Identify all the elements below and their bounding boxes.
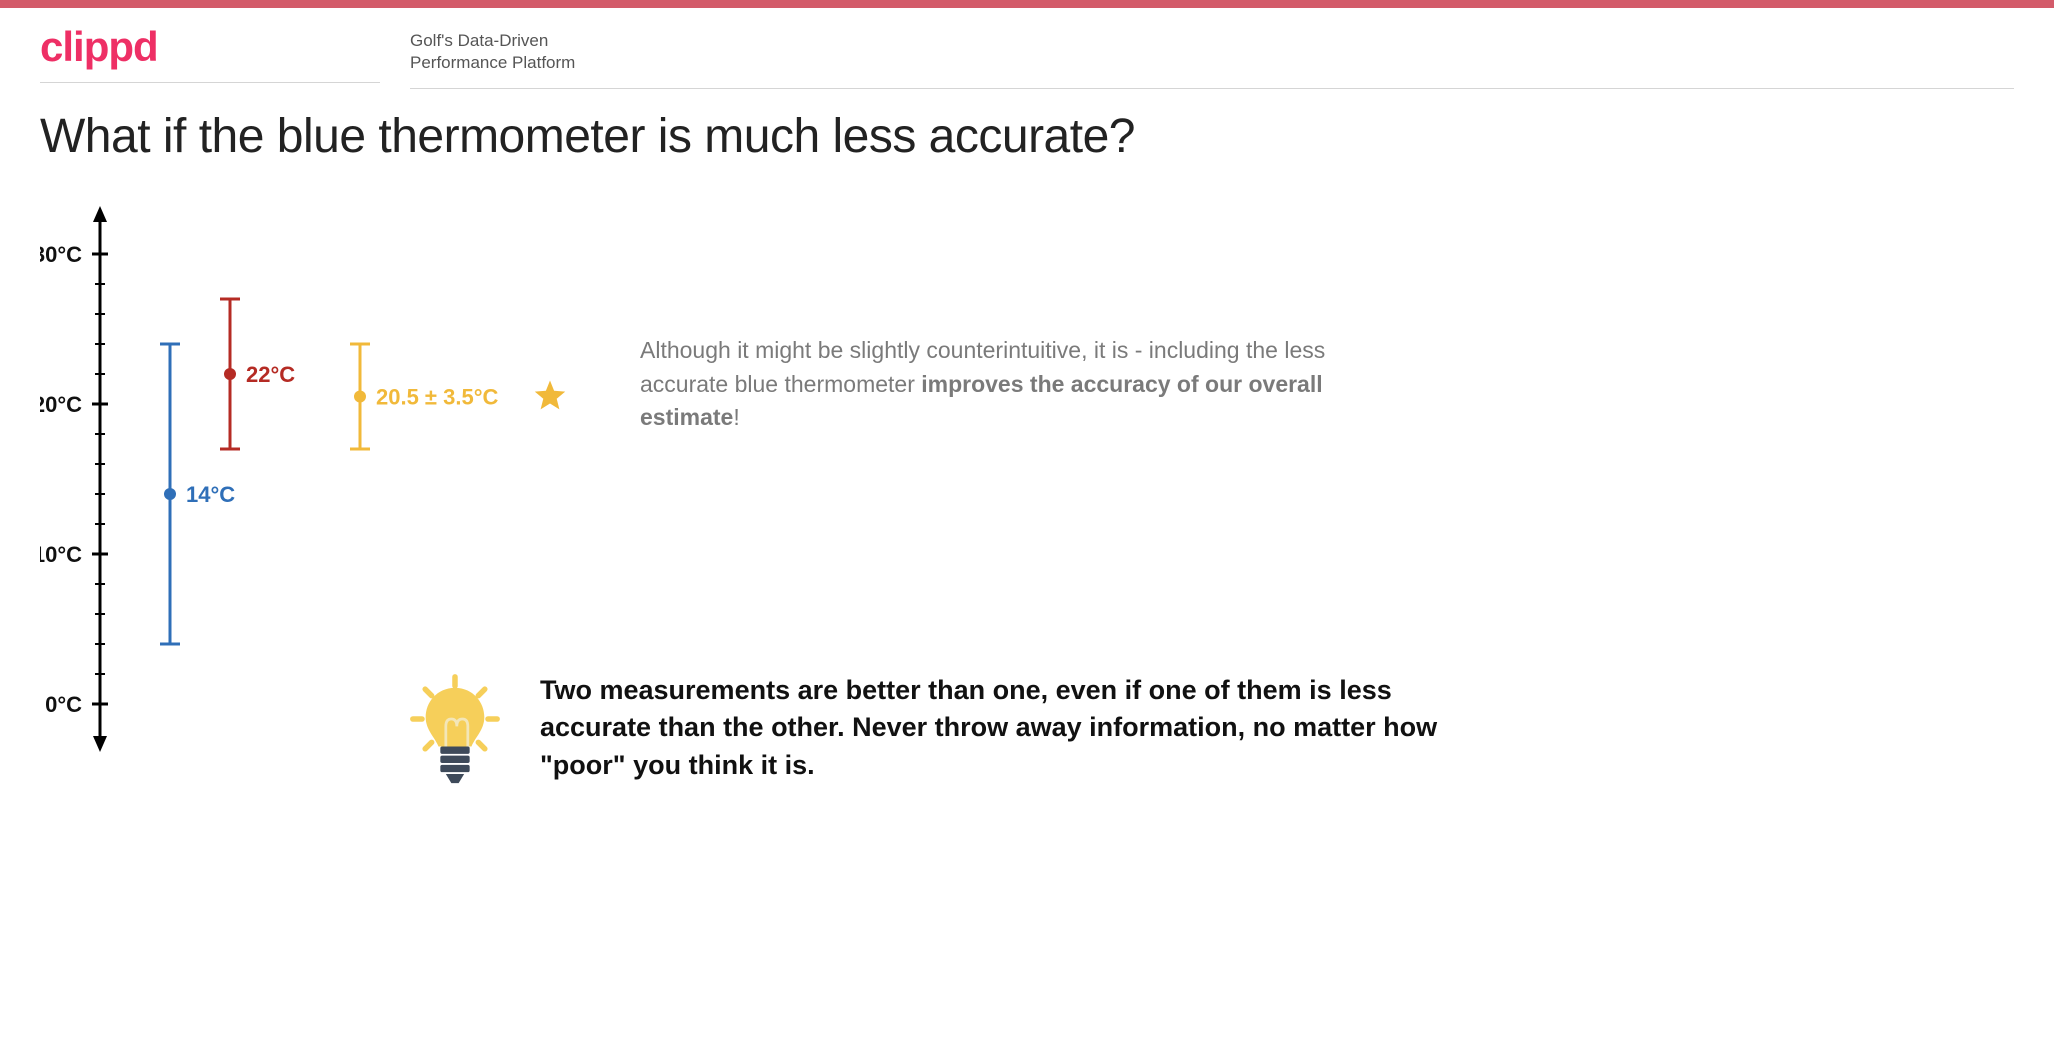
svg-text:14°C: 14°C [186, 482, 235, 507]
tagline: Golf's Data-Driven Performance Platform [410, 26, 2014, 89]
svg-text:0°C: 0°C [45, 692, 82, 717]
chart-column: 0°C 10°C 20°C 30°C 14°C 22°C 20.5 ± 3.5°C [40, 194, 620, 754]
svg-text:20.5 ± 3.5°C: 20.5 ± 3.5°C [376, 385, 498, 410]
tagline-line1: Golf's Data-Driven [410, 30, 2014, 52]
page-title: What if the blue thermometer is much les… [0, 89, 2054, 174]
errorbar-chart: 0°C 10°C 20°C 30°C 14°C 22°C 20.5 ± 3.5°C [40, 194, 620, 754]
explain-post: ! [733, 404, 739, 430]
content: 0°C 10°C 20°C 30°C 14°C 22°C 20.5 ± 3.5°C Alth… [0, 174, 2054, 784]
header: clippd Golf's Data-Driven Performance Pl… [0, 8, 2054, 89]
svg-text:10°C: 10°C [40, 542, 82, 567]
svg-text:20°C: 20°C [40, 392, 82, 417]
logo: clippd [40, 26, 380, 68]
topbar [0, 0, 2054, 8]
svg-text:22°C: 22°C [246, 362, 295, 387]
svg-text:30°C: 30°C [40, 242, 82, 267]
tagline-line2: Performance Platform [410, 52, 2014, 74]
explain-text: Although it might be slightly counterint… [640, 334, 1400, 434]
logo-block: clippd [40, 26, 380, 83]
explain-column: Although it might be slightly counterint… [640, 194, 2014, 754]
